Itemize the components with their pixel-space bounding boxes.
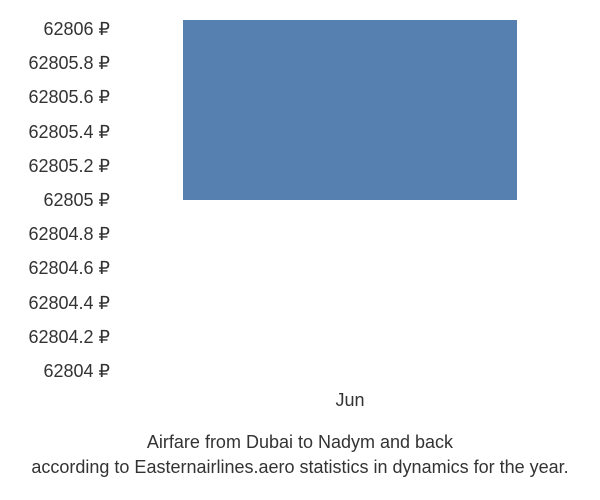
y-tick: 62804 ₽ [0,362,120,380]
bar-jun [183,20,517,200]
x-axis-label: Jun [130,390,570,411]
y-tick: 62805.8 ₽ [0,54,120,72]
caption-line-2: according to Easternairlines.aero statis… [10,455,590,480]
plot-area [130,20,570,380]
y-tick: 62806 ₽ [0,20,120,38]
chart-caption: Airfare from Dubai to Nadym and back acc… [0,430,600,480]
y-tick: 62805.4 ₽ [0,123,120,141]
y-tick: 62805.2 ₽ [0,157,120,175]
y-tick: 62804.2 ₽ [0,328,120,346]
caption-line-1: Airfare from Dubai to Nadym and back [10,430,590,455]
y-tick: 62805.6 ₽ [0,88,120,106]
y-axis: 62806 ₽ 62805.8 ₽ 62805.6 ₽ 62805.4 ₽ 62… [0,20,120,380]
y-tick: 62804.4 ₽ [0,294,120,312]
y-tick: 62805 ₽ [0,191,120,209]
y-tick: 62804.6 ₽ [0,259,120,277]
y-tick: 62804.8 ₽ [0,225,120,243]
airfare-chart: 62806 ₽ 62805.8 ₽ 62805.6 ₽ 62805.4 ₽ 62… [0,0,600,500]
